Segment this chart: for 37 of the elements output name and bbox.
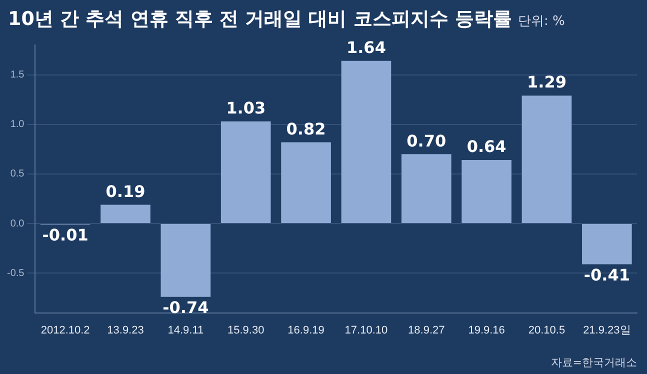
bar xyxy=(341,60,392,224)
data-label: 0.64 xyxy=(466,137,506,156)
data-label: -0.41 xyxy=(584,265,630,284)
x-tick-label: 2012.10.2 xyxy=(40,324,90,336)
x-tick-label: 20.10.5 xyxy=(528,324,566,336)
data-label: 1.64 xyxy=(346,38,386,58)
x-tick-label: 18.9.27 xyxy=(408,324,445,336)
chart-title: 10년 간 추석 연휴 직후 전 거래일 대비 코스피지수 등락률 xyxy=(8,8,512,30)
y-tick-label: 0.0 xyxy=(10,218,25,230)
bar xyxy=(160,224,211,297)
data-label: -0.01 xyxy=(42,226,88,245)
data-label: 0.70 xyxy=(406,131,446,150)
bar xyxy=(220,121,271,224)
y-tick-label: 1.0 xyxy=(10,119,25,130)
bar xyxy=(462,160,512,224)
x-tick-label: 14.9.11 xyxy=(168,324,204,336)
data-label: 0.19 xyxy=(106,182,146,201)
x-tick-label: 13.9.23 xyxy=(107,324,144,336)
text: 자료=한국거래소 xyxy=(550,355,637,370)
bar xyxy=(281,142,331,224)
bar xyxy=(582,224,632,264)
bar xyxy=(401,154,452,224)
x-tick-label: 16.9.19 xyxy=(288,324,324,336)
y-tick-label: -0.5 xyxy=(6,268,25,279)
x-tick-label: 17.10.10 xyxy=(344,324,388,336)
y-tick-label: 1.5 xyxy=(10,70,25,81)
x-tick-label: 15.9.30 xyxy=(228,324,264,336)
data-label: 1.03 xyxy=(226,98,266,118)
chart-subtitle: 단위: % xyxy=(518,14,565,29)
data-label: 0.82 xyxy=(286,119,326,138)
bar xyxy=(100,204,150,224)
bar xyxy=(522,96,572,224)
x-tick-label: 21.9.23일 xyxy=(583,324,631,336)
data-label: 1.29 xyxy=(526,72,566,92)
data-label: -0.74 xyxy=(162,298,209,318)
y-tick-label: 0.5 xyxy=(10,168,25,180)
x-tick-label: 19.9.16 xyxy=(468,324,505,336)
